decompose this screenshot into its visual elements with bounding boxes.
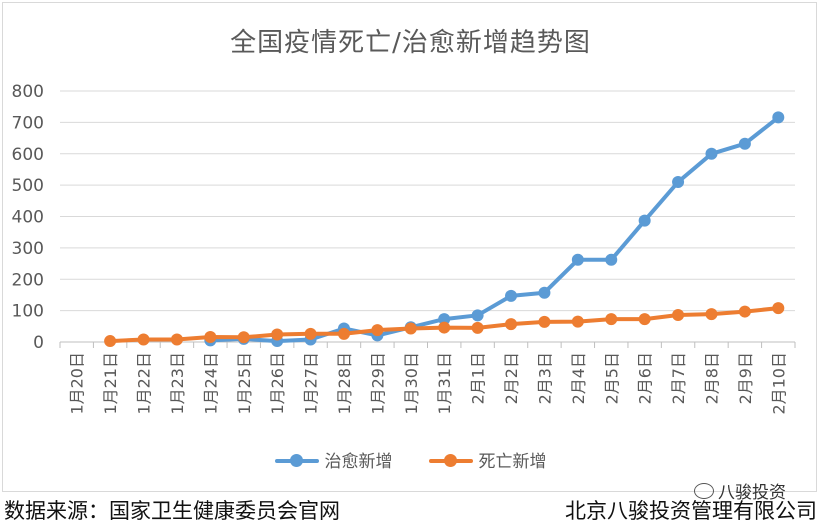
legend-swatch-deaths (428, 452, 473, 468)
y-axis-ticks: 0 100 200 300 400 500 600 700 800 (12, 82, 44, 353)
data-point[interactable] (638, 214, 651, 227)
watermark-text: 八骏投资 (718, 483, 786, 503)
data-point[interactable] (371, 324, 384, 337)
chart-frame (2, 2, 817, 492)
x-tick-label: 1月31日 (435, 352, 454, 415)
legend-item-cured[interactable]: 治愈新增 (274, 447, 393, 472)
watermark: 八骏投资 (694, 478, 786, 503)
x-tick-label: 2月7日 (669, 352, 688, 404)
series-line (208, 115, 781, 344)
y-tick-label: 500 (12, 176, 44, 196)
data-point[interactable] (538, 286, 551, 299)
data-point[interactable] (271, 328, 284, 341)
data-point[interactable] (638, 313, 651, 326)
series-0 (204, 111, 785, 348)
x-tick-label: 1月25日 (235, 352, 254, 415)
x-tick-label: 2月10日 (769, 352, 788, 415)
x-tick-label: 1月22日 (135, 352, 154, 415)
data-point[interactable] (672, 175, 685, 188)
chart-title: 全国疫情死亡/治愈新增趋势图 (230, 28, 591, 58)
data-point[interactable] (672, 309, 685, 322)
wechat-icon (694, 482, 714, 499)
y-tick-label: 800 (12, 82, 44, 102)
y-tick-label: 100 (12, 302, 44, 322)
y-tick-label: 200 (12, 270, 44, 290)
series-1 (104, 302, 785, 348)
company-name: 北京八骏投资管理有限公司 (565, 499, 817, 523)
data-point[interactable] (237, 331, 250, 344)
x-tick-label: 1月21日 (101, 352, 120, 415)
x-tick-label: 2月2日 (502, 352, 521, 404)
x-tick-label: 1月27日 (302, 352, 321, 415)
data-point[interactable] (705, 147, 718, 160)
data-point[interactable] (438, 321, 451, 334)
data-point[interactable] (571, 315, 584, 328)
x-tick-label: 1月20日 (68, 352, 87, 415)
x-tick-label: 2月3日 (535, 352, 554, 404)
series-lines (104, 111, 785, 348)
data-point[interactable] (605, 313, 618, 326)
data-point[interactable] (738, 305, 751, 318)
x-tick-label: 1月29日 (368, 352, 387, 415)
data-point[interactable] (204, 330, 217, 343)
footer: 数据来源：国家卫生健康委员会官网 北京八骏投资管理有限公司 (0, 494, 821, 526)
data-point[interactable] (505, 318, 518, 331)
data-point[interactable] (705, 308, 718, 321)
legend: 治愈新增 死亡新增 (0, 447, 821, 472)
x-tick-label: 1月23日 (168, 352, 187, 415)
data-point[interactable] (404, 322, 417, 335)
legend-swatch-cured (274, 452, 319, 468)
data-point[interactable] (571, 253, 584, 266)
x-tick-label: 1月26日 (268, 352, 287, 415)
x-tick-label: 1月24日 (201, 352, 220, 415)
legend-label-cured: 治愈新增 (324, 452, 393, 472)
data-point[interactable] (104, 335, 117, 348)
y-tick-label: 400 (12, 208, 44, 228)
y-tick-label: 300 (12, 239, 44, 259)
x-tick-label: 1月30日 (402, 352, 421, 415)
x-axis-ticks: 1月20日 1月21日 1月22日 1月23日 1月24日 1月25日 1月26日 1月27日… (59, 342, 796, 415)
x-tick-label: 2月4日 (569, 352, 588, 404)
y-tick-label: 600 (12, 145, 44, 165)
legend-item-deaths[interactable]: 死亡新增 (428, 447, 547, 472)
data-point[interactable] (605, 253, 618, 266)
x-tick-label: 2月5日 (602, 352, 621, 404)
x-tick-label: 1月28日 (335, 352, 354, 415)
data-point[interactable] (772, 111, 785, 124)
x-tick-label: 2月6日 (636, 352, 655, 404)
data-point[interactable] (337, 327, 350, 340)
x-tick-label: 2月9日 (736, 352, 755, 404)
data-point[interactable] (471, 321, 484, 334)
y-tick-label: 700 (12, 113, 44, 133)
y-tick-label: 0 (33, 333, 44, 353)
x-tick-label: 2月8日 (702, 352, 721, 404)
data-point[interactable] (304, 327, 317, 340)
data-point[interactable] (170, 333, 183, 346)
data-point[interactable] (772, 302, 785, 315)
data-point[interactable] (471, 309, 484, 322)
data-point[interactable] (438, 313, 451, 326)
data-source: 数据来源：国家卫生健康委员会官网 (4, 499, 340, 523)
legend-label-deaths: 死亡新增 (478, 452, 547, 472)
data-point[interactable] (538, 315, 551, 328)
x-tick-label: 2月1日 (469, 352, 488, 404)
data-point[interactable] (738, 137, 751, 150)
gridlines (60, 90, 795, 343)
data-point[interactable] (505, 289, 518, 302)
data-point[interactable] (137, 333, 150, 346)
